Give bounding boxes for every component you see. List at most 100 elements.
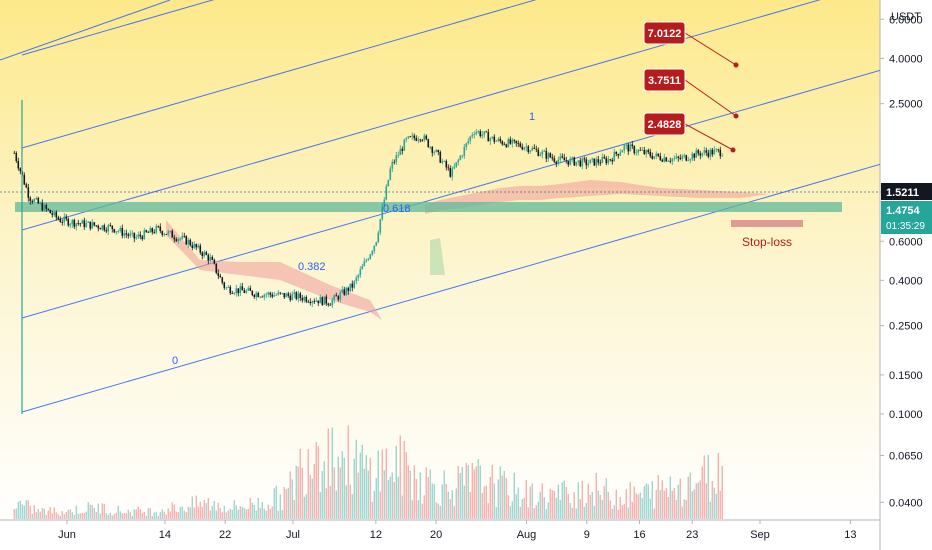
candle-body [35, 198, 38, 200]
candle-body [409, 136, 412, 138]
target-label-2: 3.7511 [648, 75, 681, 87]
volume-bar [715, 493, 717, 519]
candle-body [581, 158, 584, 167]
volume-bar [355, 439, 357, 519]
candle-body [499, 138, 502, 142]
candle-body [375, 241, 378, 246]
volume-bar [685, 500, 687, 519]
volume-bar [127, 509, 129, 519]
volume-bar [159, 512, 161, 519]
volume-bar [231, 509, 233, 519]
candle-body [423, 135, 426, 141]
candle-body [175, 239, 178, 241]
candle-body [461, 155, 464, 157]
volume-bar [649, 498, 651, 519]
volume-bar [415, 478, 417, 519]
volume-bar [501, 475, 503, 519]
channel-line [21, 69, 880, 319]
volume-bar [65, 512, 67, 519]
volume-bar [233, 500, 235, 519]
volume-bar [647, 484, 649, 519]
target-label-1: 7.0122 [648, 28, 682, 40]
candle-body [191, 245, 194, 248]
volume-bar [519, 506, 521, 519]
candle-body [311, 301, 314, 304]
target-box-3[interactable] [643, 112, 686, 136]
volume-bar [45, 514, 47, 519]
volume-bar [351, 494, 353, 519]
volume-bar [489, 476, 491, 519]
candle-body [405, 138, 408, 140]
volume-bar [15, 508, 17, 519]
target-point-1 [733, 62, 739, 68]
candle-body [531, 147, 534, 151]
volume-bar [175, 511, 177, 519]
volume-bar [71, 512, 73, 519]
candle-body [609, 159, 612, 161]
volume-bar [675, 500, 677, 519]
time-axis[interactable]: Jun 14 22 Jul 12 20 Aug 9 16 23 Sep 13 [58, 520, 857, 541]
volume-bar [147, 508, 149, 519]
channel-line [21, 0, 215, 56]
candle-body [89, 221, 92, 229]
candle-body [663, 157, 666, 162]
volume-bar [87, 502, 89, 519]
volume-bar [541, 483, 543, 519]
stop-loss-label: Stop-loss [742, 235, 792, 249]
volume-bar [585, 503, 587, 519]
candle-body [131, 232, 134, 234]
countdown-value: 01:35:29 [886, 221, 925, 232]
candle-body [693, 153, 696, 158]
target-box-1[interactable] [643, 21, 686, 45]
volume-bar [643, 486, 645, 519]
candle-body [269, 292, 272, 295]
candle-body [555, 161, 558, 164]
candle-body [159, 226, 162, 232]
candle-body [185, 236, 188, 245]
candle-body [205, 252, 208, 255]
volume-bar [479, 465, 481, 519]
volume-bar [125, 513, 127, 519]
volume-bar [105, 513, 107, 519]
volume-bar [439, 505, 441, 519]
candle-body [539, 154, 542, 156]
candle-body [553, 158, 556, 162]
candle-body [381, 206, 384, 220]
target-box-2[interactable] [643, 68, 686, 92]
volume-bar [241, 506, 243, 519]
volume-bar [111, 515, 113, 519]
volume-bar [317, 446, 319, 519]
candle-body [287, 293, 290, 296]
candle-body [77, 223, 80, 224]
last-price-tag: 1.5211 [881, 183, 932, 200]
volume-bar [521, 499, 523, 519]
candle-body [633, 146, 636, 153]
volume-bar [455, 488, 457, 519]
candle-body [521, 146, 524, 150]
x-tick-label: 23 [686, 529, 698, 541]
candle-body [237, 288, 240, 294]
cloud-area [425, 180, 770, 214]
candle-body [121, 228, 124, 236]
volume-bar [655, 489, 657, 519]
candle-body [261, 296, 264, 298]
volume-bar [227, 510, 229, 519]
candle-body [391, 161, 394, 169]
candle-body [313, 301, 316, 303]
volume-bar [511, 501, 513, 519]
volume-bar [389, 476, 391, 519]
volume-bar [153, 512, 155, 519]
candle-body [233, 293, 236, 294]
volume-bar [417, 500, 419, 519]
volume-bar [529, 486, 531, 519]
candle-body [263, 294, 266, 298]
volume-bar [145, 515, 147, 519]
volume-bar [615, 489, 617, 519]
volume-bar [69, 509, 71, 519]
volume-bar [283, 487, 285, 519]
candle-body [647, 150, 650, 152]
candle-body [183, 235, 186, 237]
ichimoku-cloud [166, 180, 770, 320]
